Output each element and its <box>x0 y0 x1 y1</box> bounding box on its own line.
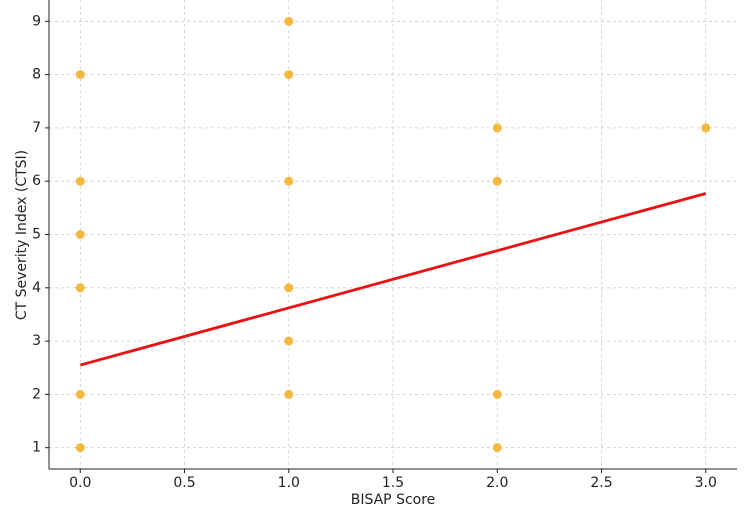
point <box>492 176 502 186</box>
point <box>284 70 294 80</box>
point <box>492 443 502 453</box>
y-tick-label: 1 <box>32 440 41 456</box>
point <box>284 283 294 293</box>
point <box>75 389 85 399</box>
y-tick-label: 5 <box>32 227 41 243</box>
point <box>284 389 294 399</box>
x-tick-label: 2.5 <box>590 475 612 491</box>
y-tick-label: 3 <box>32 333 41 349</box>
x-axis-label: BISAP Score <box>351 492 436 508</box>
point <box>75 443 85 453</box>
point <box>284 176 294 186</box>
trend-line <box>79 192 707 367</box>
y-tick-label: 7 <box>32 120 41 136</box>
point <box>284 336 294 346</box>
y-tick-label: 6 <box>32 173 41 189</box>
y-tick-label: 2 <box>32 386 41 402</box>
x-tick-label: 0.0 <box>69 475 91 491</box>
point <box>75 176 85 186</box>
x-tick-label: 2.0 <box>486 475 508 491</box>
point <box>75 70 85 80</box>
y-tick-label: 8 <box>32 67 41 83</box>
point <box>75 230 85 239</box>
point <box>492 123 502 133</box>
point <box>701 123 711 133</box>
y-tick-label: 9 <box>32 13 41 29</box>
point <box>492 389 502 399</box>
x-tick-label: 0.5 <box>173 475 195 491</box>
x-tick-label: 3.0 <box>695 475 717 491</box>
y-axis-label: CT Severity Index (CTSI) <box>14 150 30 320</box>
point <box>75 283 85 293</box>
point <box>284 16 294 26</box>
y-tick-label: 4 <box>32 280 41 296</box>
x-tick-label: 1.0 <box>278 475 300 491</box>
x-tick-label: 1.5 <box>382 475 404 491</box>
